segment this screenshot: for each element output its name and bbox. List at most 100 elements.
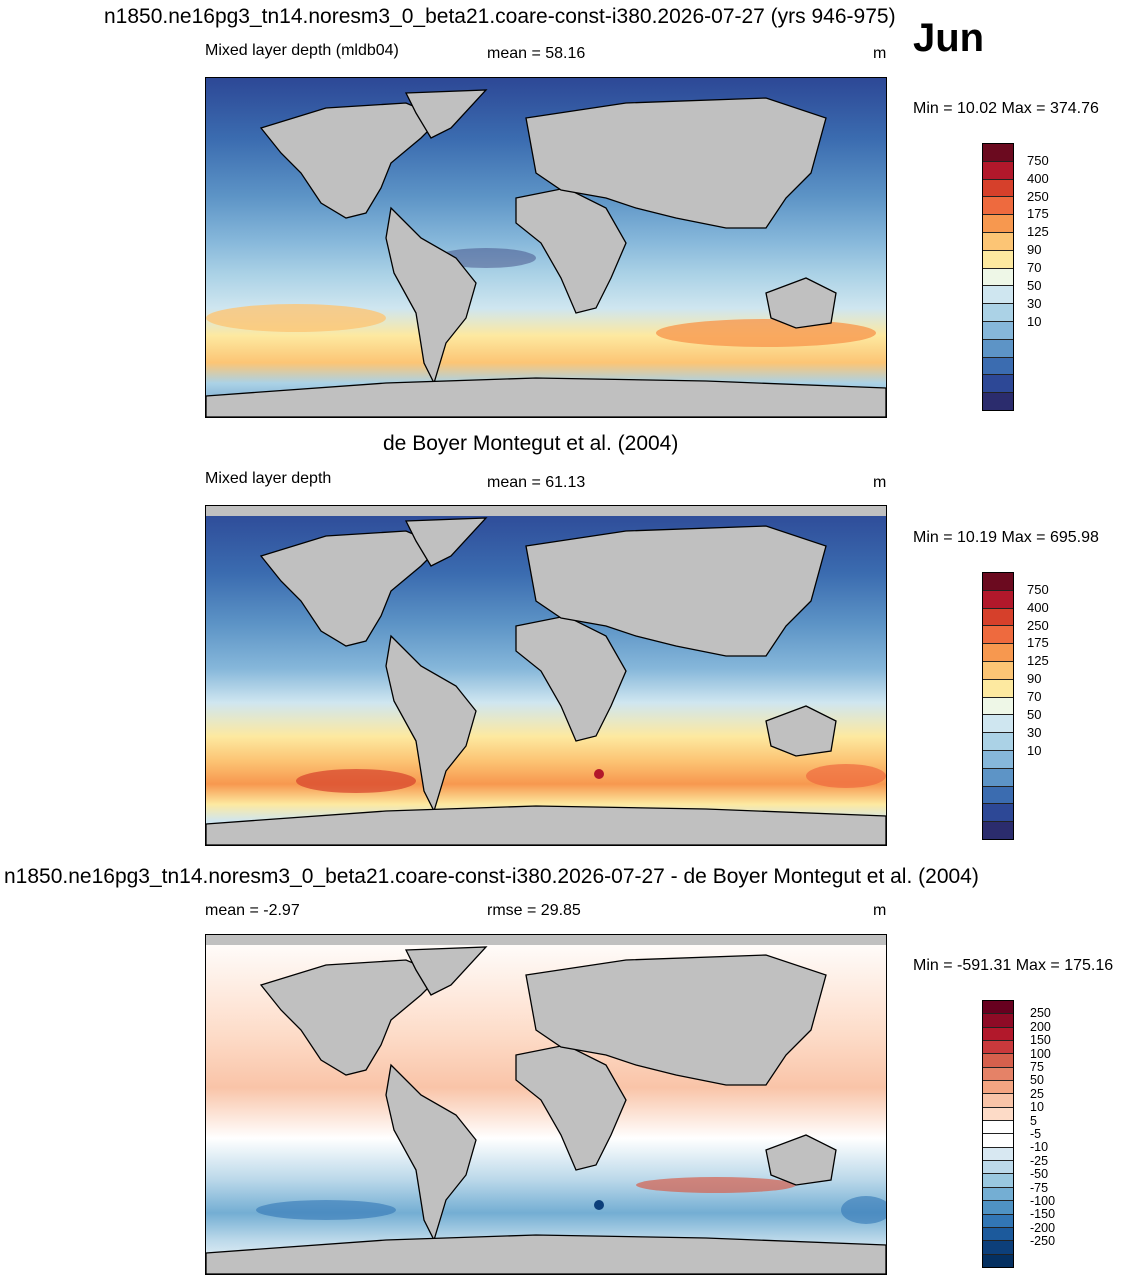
colorbar-label: -5: [1030, 1127, 1042, 1141]
colorbar-swatch: [983, 822, 1013, 839]
panel2-land: [206, 517, 886, 845]
colorbar-swatch: [983, 1174, 1013, 1188]
colorbar-swatch: [983, 1107, 1013, 1122]
colorbar-swatch: [983, 375, 1013, 394]
panel3-units: m: [873, 902, 887, 919]
panel1-map: [205, 77, 887, 418]
panel2-variable: Mixed layer depth: [205, 470, 332, 487]
panel3-minmax: Min = -591.31 Max = 175.16: [913, 957, 1114, 974]
colorbar-swatch: [983, 1134, 1013, 1148]
colorbar-label: 10: [1030, 1100, 1044, 1115]
panel2-map: [205, 505, 887, 846]
colorbar-label: 90: [1027, 242, 1042, 258]
colorbar-label: 175: [1027, 206, 1049, 222]
colorbar-swatch: [983, 1054, 1013, 1068]
panel2-map-svg: [206, 506, 886, 845]
colorbar-swatch: [983, 661, 1013, 680]
colorbar-swatch: [983, 1161, 1013, 1175]
colorbar-swatch: [983, 573, 1013, 591]
colorbar-label: 50: [1027, 706, 1042, 722]
colorbar-swatch: [983, 1001, 1013, 1015]
panel2-minmax: Min = 10.19 Max = 695.98: [913, 529, 1099, 546]
colorbar-swatch: [983, 1121, 1013, 1135]
colorbar-label: 5: [1030, 1113, 1037, 1128]
colorbar-swatch: [983, 608, 1013, 627]
panel3-mean: mean = -2.97: [205, 902, 300, 919]
colorbar-label: -10: [1030, 1140, 1049, 1155]
colorbar-swatch: [983, 590, 1013, 609]
colorbar-swatch: [983, 1147, 1013, 1162]
colorbar-swatch: [983, 321, 1013, 340]
colorbar-label: 125: [1027, 653, 1049, 669]
colorbar-label: 50: [1030, 1073, 1044, 1088]
colorbar-label: 30: [1027, 295, 1042, 311]
panel2-mean: mean = 61.13: [487, 474, 586, 491]
colorbar-label: -75: [1030, 1180, 1049, 1195]
colorbar-swatch: [983, 179, 1013, 198]
colorbar-label: -200: [1030, 1220, 1056, 1235]
colorbar-label: 200: [1030, 1019, 1051, 1034]
colorbar-swatch: [983, 1201, 1013, 1215]
colorbar-label: 250: [1030, 1006, 1051, 1021]
colorbar-swatch: [983, 1227, 1013, 1242]
colorbar-swatch: [983, 144, 1013, 162]
colorbar-swatch: [983, 268, 1013, 287]
colorbar-swatch: [983, 1241, 1013, 1255]
colorbar-label: -100: [1030, 1194, 1056, 1208]
panel1-variable: Mixed layer depth (mldb04): [205, 42, 399, 59]
colorbar-label: 175: [1027, 635, 1049, 651]
colorbar-label: 30: [1027, 724, 1042, 740]
colorbar-label: -25: [1030, 1153, 1049, 1168]
colorbar-label: 75: [1030, 1060, 1044, 1074]
colorbar-swatch: [983, 215, 1013, 233]
colorbar-label: 100: [1030, 1046, 1051, 1061]
colorbar-swatch: [983, 1214, 1013, 1228]
colorbar-swatch: [983, 304, 1013, 322]
colorbar-label: 70: [1027, 689, 1042, 705]
colorbar-swatch: [983, 804, 1013, 823]
colorbar-label: 90: [1027, 671, 1042, 687]
colorbar-swatch: [983, 286, 1013, 305]
colorbar-label: 250: [1027, 617, 1049, 633]
colorbar-label: 70: [1027, 260, 1042, 276]
colorbar-swatch: [983, 1041, 1013, 1055]
colorbar-swatch: [983, 715, 1013, 734]
colorbar-swatch: [983, 161, 1013, 180]
panel1-land: [206, 89, 886, 417]
colorbar-swatch: [983, 733, 1013, 751]
colorbar-swatch: [983, 750, 1013, 769]
colorbar-label: -50: [1030, 1167, 1049, 1182]
colorbar-swatch: [983, 357, 1013, 376]
colorbar-label: 125: [1027, 224, 1049, 240]
colorbar-swatch: [983, 1067, 1013, 1082]
colorbar-swatch: [983, 1254, 1013, 1267]
colorbar-swatch: [983, 1094, 1013, 1108]
panel3-map-svg: [206, 935, 886, 1274]
colorbar-swatch: [983, 1187, 1013, 1202]
colorbar-label: 400: [1027, 599, 1049, 615]
colorbar-swatch: [983, 197, 1013, 216]
colorbar-label: -250: [1030, 1234, 1056, 1249]
colorbar-swatch: [983, 626, 1013, 645]
colorbar-swatch: [983, 679, 1013, 698]
colorbar-label: 150: [1030, 1033, 1051, 1048]
colorbar-swatch: [983, 393, 1013, 410]
colorbar-swatch: [983, 786, 1013, 805]
main-title: n1850.ne16pg3_tn14.noresm3_0_beta21.coar…: [104, 5, 896, 28]
panel3-land: [206, 946, 886, 1274]
colorbar-label: 50: [1027, 277, 1042, 293]
colorbar-swatch: [983, 232, 1013, 251]
panel1-minmax: Min = 10.02 Max = 374.76: [913, 100, 1099, 117]
panel1-map-svg: [206, 78, 886, 417]
colorbar-swatch: [983, 1014, 1013, 1028]
colorbar-swatch: [983, 339, 1013, 358]
panel3-rmse: rmse = 29.85: [487, 902, 581, 919]
colorbar-swatch: [983, 697, 1013, 716]
colorbar-swatch: [983, 250, 1013, 269]
colorbar-label: 750: [1027, 581, 1049, 597]
colorbar-label: 25: [1030, 1086, 1044, 1101]
colorbar-label: 250: [1027, 188, 1049, 204]
panel1-units: m: [873, 45, 887, 62]
panel1-colorbar: [982, 143, 1014, 411]
colorbar-label: 400: [1027, 170, 1049, 186]
